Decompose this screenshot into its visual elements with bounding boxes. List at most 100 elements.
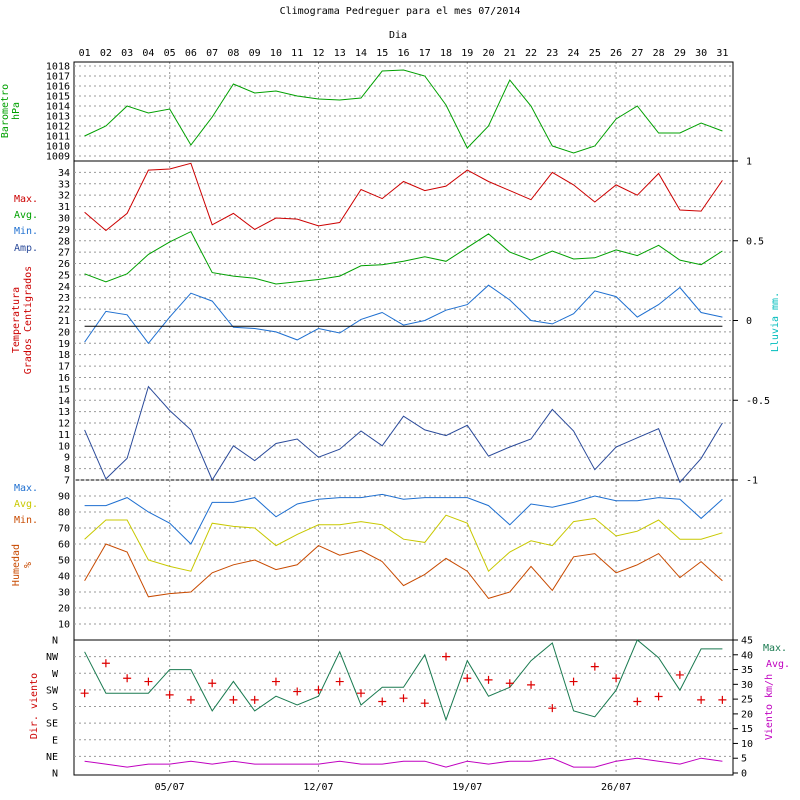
humidity-legend-entry: Min. bbox=[14, 515, 38, 526]
wind-direction-point bbox=[569, 677, 578, 686]
pressure-tick-label: 1012 bbox=[46, 122, 70, 133]
day-tick-label: 22 bbox=[525, 48, 537, 59]
day-tick-label: 27 bbox=[631, 48, 643, 59]
day-tick-label: 05 bbox=[164, 48, 176, 59]
day-tick-label: 29 bbox=[674, 48, 686, 59]
temperature-series-line bbox=[84, 385, 723, 484]
rain-tick-label: 1 bbox=[746, 157, 752, 168]
day-tick-label: 01 bbox=[79, 48, 91, 59]
temperature-tick-label: 25 bbox=[58, 270, 70, 281]
wind-direction-point bbox=[484, 675, 493, 684]
wind-direction-point bbox=[271, 677, 280, 686]
humidity-tick-label: 10 bbox=[58, 620, 70, 631]
wind-direction-point bbox=[654, 692, 663, 701]
temperature-tick-label: 34 bbox=[58, 168, 70, 179]
day-tick-label: 04 bbox=[142, 48, 154, 59]
humidity-tick-label: 60 bbox=[58, 540, 70, 551]
wind-speed-tick-label: 10 bbox=[741, 739, 753, 750]
day-tick-label: 25 bbox=[589, 48, 601, 59]
temperature-tick-label: 30 bbox=[58, 213, 70, 224]
wind-direction-point bbox=[527, 680, 536, 689]
wind-legend-entry: Max. bbox=[763, 643, 787, 654]
day-tick-label: 10 bbox=[270, 48, 282, 59]
wind-speed-series-line bbox=[84, 639, 723, 722]
day-tick-label: 31 bbox=[716, 48, 728, 59]
day-tick-label: 12 bbox=[312, 48, 324, 59]
wind-direction-point bbox=[612, 674, 621, 683]
wind-direction-point bbox=[718, 695, 727, 704]
temperature-legend-entry: Amp. bbox=[14, 243, 38, 254]
pressure-tick-label: 1009 bbox=[46, 152, 70, 163]
temperature-tick-label: 27 bbox=[58, 248, 70, 259]
pressure-tick-label: 1010 bbox=[46, 142, 70, 153]
wind-direction-point bbox=[101, 659, 110, 668]
wind-speed-tick-label: 25 bbox=[741, 695, 753, 706]
wind-direction-point bbox=[335, 677, 344, 686]
series-layer bbox=[80, 69, 727, 768]
wind-direction-point bbox=[80, 689, 89, 698]
day-tick-label: 14 bbox=[355, 48, 367, 59]
temperature-series-line bbox=[84, 230, 723, 285]
wind-direction-point bbox=[165, 690, 174, 699]
week-tick-label: 12/07 bbox=[303, 782, 333, 793]
humidity-axis-unit: % bbox=[23, 562, 34, 568]
day-tick-label: 11 bbox=[291, 48, 303, 59]
wind-direction-tick-label: N bbox=[52, 769, 58, 780]
wind-direction-tick-label: E bbox=[52, 735, 58, 746]
wind-direction-point bbox=[697, 695, 706, 704]
day-tick-label: 28 bbox=[653, 48, 665, 59]
day-tick-label: 30 bbox=[695, 48, 707, 59]
pressure-axis-unit: hPa bbox=[11, 102, 22, 120]
wind-direction-point bbox=[229, 695, 238, 704]
wind-direction-point bbox=[208, 679, 217, 688]
wind-direction-point bbox=[314, 685, 323, 694]
wind-direction-tick-label: SE bbox=[46, 719, 58, 730]
day-tick-label: 18 bbox=[440, 48, 452, 59]
temperature-legend-entry: Min. bbox=[14, 226, 38, 237]
temperature-tick-label: 15 bbox=[58, 384, 70, 395]
temperature-series-line bbox=[84, 162, 723, 232]
wind-direction-tick-label: S bbox=[52, 702, 58, 713]
temperature-tick-label: 10 bbox=[58, 441, 70, 452]
humidity-axis-label: Humedad bbox=[11, 544, 22, 586]
wind-speed-tick-label: 30 bbox=[741, 680, 753, 691]
temperature-tick-label: 33 bbox=[58, 179, 70, 190]
day-tick-label: 13 bbox=[334, 48, 346, 59]
temperature-tick-label: 12 bbox=[58, 419, 70, 430]
rain-tick-label: -0.5 bbox=[746, 396, 770, 407]
wind-direction-axis-label: Dir. viento bbox=[29, 673, 40, 739]
humidity-tick-label: 20 bbox=[58, 604, 70, 615]
temperature-axis-label: Temperatura bbox=[11, 287, 22, 353]
wind-direction-point bbox=[144, 677, 153, 686]
temperature-tick-label: 22 bbox=[58, 305, 70, 316]
temperature-tick-label: 23 bbox=[58, 293, 70, 304]
temperature-series-line bbox=[84, 284, 723, 345]
week-tick-label: 19/07 bbox=[452, 782, 482, 793]
humidity-tick-label: 70 bbox=[58, 524, 70, 535]
temperature-tick-label: 17 bbox=[58, 362, 70, 373]
week-tick-label: 26/07 bbox=[601, 782, 631, 793]
chart-title: Climograma Pedreguer para el mes 07/2014 bbox=[280, 6, 521, 17]
pressure-tick-label: 1011 bbox=[46, 132, 70, 143]
temperature-tick-label: 18 bbox=[58, 350, 70, 361]
temperature-tick-label: 31 bbox=[58, 202, 70, 213]
wind-speed-tick-label: 35 bbox=[741, 665, 753, 676]
temperature-tick-label: 28 bbox=[58, 236, 70, 247]
day-tick-label: 26 bbox=[610, 48, 622, 59]
wind-direction-tick-label: SW bbox=[46, 685, 59, 696]
day-tick-label: 15 bbox=[376, 48, 388, 59]
pressure-tick-label: 1015 bbox=[46, 92, 70, 103]
wind-direction-point bbox=[675, 670, 684, 679]
wind-direction-point bbox=[442, 652, 451, 661]
wind-speed-tick-label: 5 bbox=[741, 754, 747, 765]
temperature-tick-label: 8 bbox=[64, 464, 70, 475]
rain-tick-label: 0 bbox=[746, 316, 752, 327]
labels-layer: 01 02 03 04 05 06 07 08 09 10 11 12 13 14 15 16 17 18 19 20… bbox=[0, 48, 790, 793]
wind-direction-point bbox=[123, 674, 132, 683]
wind-speed-axis-label: Viento km/h bbox=[764, 674, 775, 740]
day-tick-label: 24 bbox=[568, 48, 580, 59]
day-tick-label: 21 bbox=[504, 48, 516, 59]
humidity-legend-entry: Max. bbox=[14, 483, 38, 494]
panel-frame bbox=[73, 639, 734, 776]
wind-direction-tick-label: NW bbox=[46, 652, 59, 663]
